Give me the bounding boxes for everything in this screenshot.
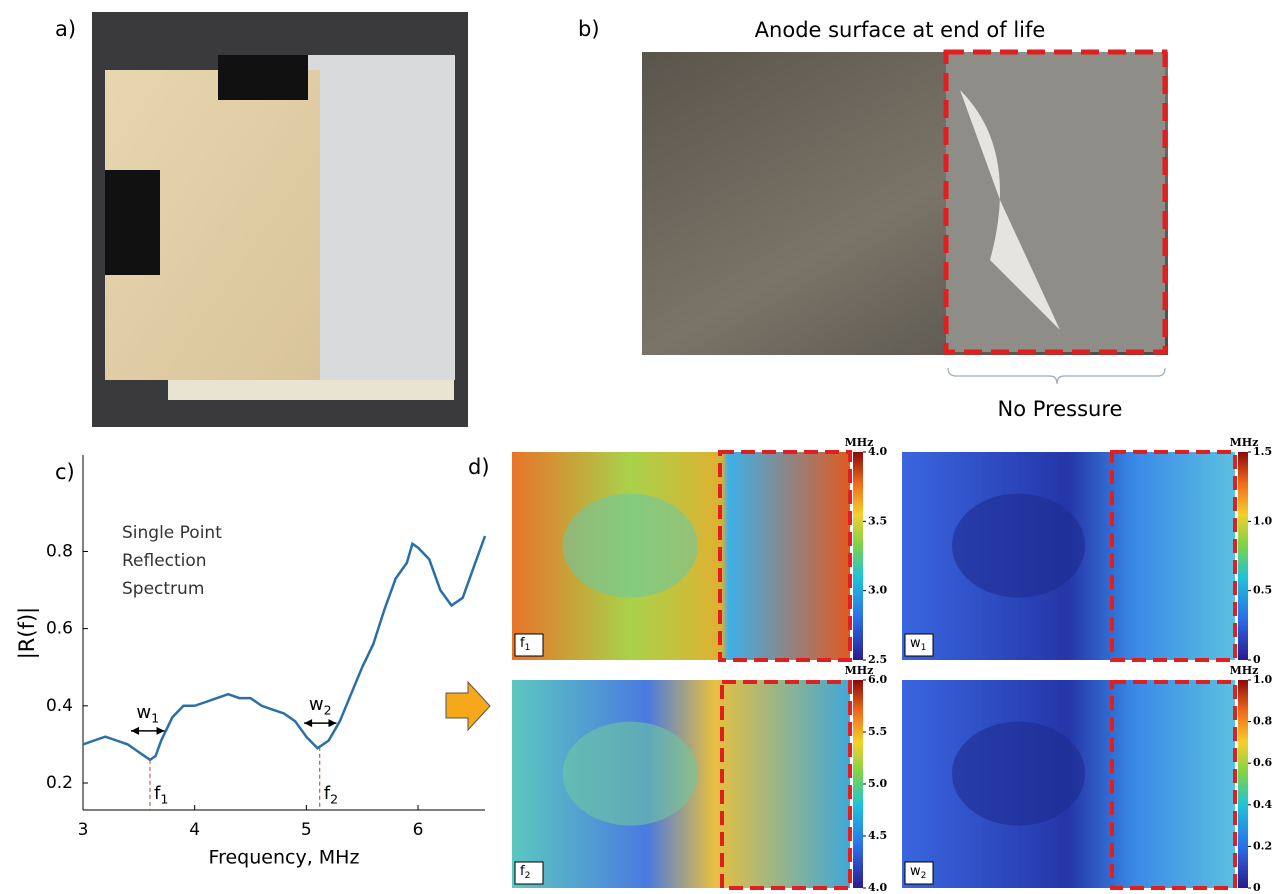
marker-label: f2 [324, 783, 338, 806]
colorbar-tick-label: 1.0 [1253, 514, 1272, 527]
marker-label-sub: 2 [330, 791, 338, 806]
figure: Anode surface at end of life No Pressure… [0, 0, 1278, 894]
heatmap-region [563, 722, 698, 826]
colorbar-tick-label: 4.0 [868, 881, 887, 894]
map-label-sub: 2 [525, 870, 531, 880]
width-label-sub: 2 [324, 702, 332, 717]
y-tick-label: 0.8 [46, 541, 73, 561]
x-tick-label: 3 [78, 820, 89, 840]
photo-title: Anode surface at end of life [755, 18, 1046, 42]
heatmap-region [952, 494, 1085, 598]
width-label-sub: 1 [151, 710, 159, 725]
width-label-main: w [309, 694, 324, 715]
photo-annotation: No Pressure [998, 397, 1123, 421]
colorbar-tick-label: 4.0 [868, 445, 887, 458]
colorbar-tick-label: 3.0 [868, 584, 887, 597]
y-axis-label: |R(f)| [15, 607, 40, 660]
map-label-main: w [910, 636, 921, 651]
colorbar [853, 680, 863, 888]
x-tick-label: 5 [301, 820, 312, 840]
panel-label: a) [55, 17, 76, 41]
width-label: w1 [136, 702, 159, 725]
x-axis-label: Frequency, MHz [209, 847, 360, 869]
maps: f1MHz2.53.03.54.0w1MHz00.51.01.5f2MHz4.0… [512, 436, 1272, 894]
colorbar-tick-label: 5.5 [868, 725, 887, 738]
panel-label: c) [55, 460, 75, 484]
colorbar-tick-label: 0.4 [1253, 798, 1272, 811]
colorbar-tick-label: 4.5 [868, 829, 887, 842]
photo-a [92, 12, 468, 427]
arrow [446, 682, 490, 730]
marker-label-sub: 1 [160, 791, 168, 806]
chart-annotation: Spectrum [122, 579, 204, 599]
y-tick-label: 0.2 [46, 773, 73, 793]
colorbar-tick-label: 0.2 [1253, 839, 1272, 852]
colorbar-tick-label: 6.0 [868, 673, 887, 686]
colorbar-tick-label: 1.0 [1253, 673, 1272, 686]
spectrum-chart: 3 4 5 6 0.2 0.4 0.6 0.8 Frequency, MHz |R(f)| Sing… [15, 455, 485, 869]
photo-b [642, 52, 1168, 384]
y-tick-label: 0.6 [46, 619, 73, 639]
marker-label: f1 [154, 783, 168, 806]
panel-label: b) [578, 17, 600, 41]
width-label-main: w [136, 702, 151, 723]
colorbar-tick-label: 0.6 [1253, 756, 1272, 769]
chart-annotation: Reflection [122, 551, 207, 571]
map-label-main: w [910, 864, 921, 879]
heatmap-region [952, 722, 1085, 826]
chart-annotation: Single Point [122, 523, 222, 543]
heatmap-region [563, 494, 698, 598]
colorbar-tick-label: 0.5 [1253, 584, 1272, 597]
colorbar-tick-label: 0 [1253, 881, 1261, 894]
x-tick-label: 4 [189, 820, 200, 840]
colorbar-tick-label: 3.5 [868, 514, 887, 527]
map-label-sub: 2 [921, 870, 927, 880]
map-label-sub: 1 [525, 642, 531, 652]
panel-label: d) [468, 455, 490, 479]
x-tick-label: 6 [413, 820, 424, 840]
colorbar-tick-label: 1.5 [1253, 445, 1272, 458]
y-tick-label: 0.4 [46, 696, 73, 716]
colorbar [1238, 452, 1248, 660]
colorbar [1238, 680, 1248, 888]
map-label-sub: 1 [921, 642, 927, 652]
width-label: w2 [309, 694, 332, 717]
colorbar-tick-label: 5.0 [868, 777, 887, 790]
colorbar [853, 452, 863, 660]
colorbar-tick-label: 0.8 [1253, 715, 1272, 728]
